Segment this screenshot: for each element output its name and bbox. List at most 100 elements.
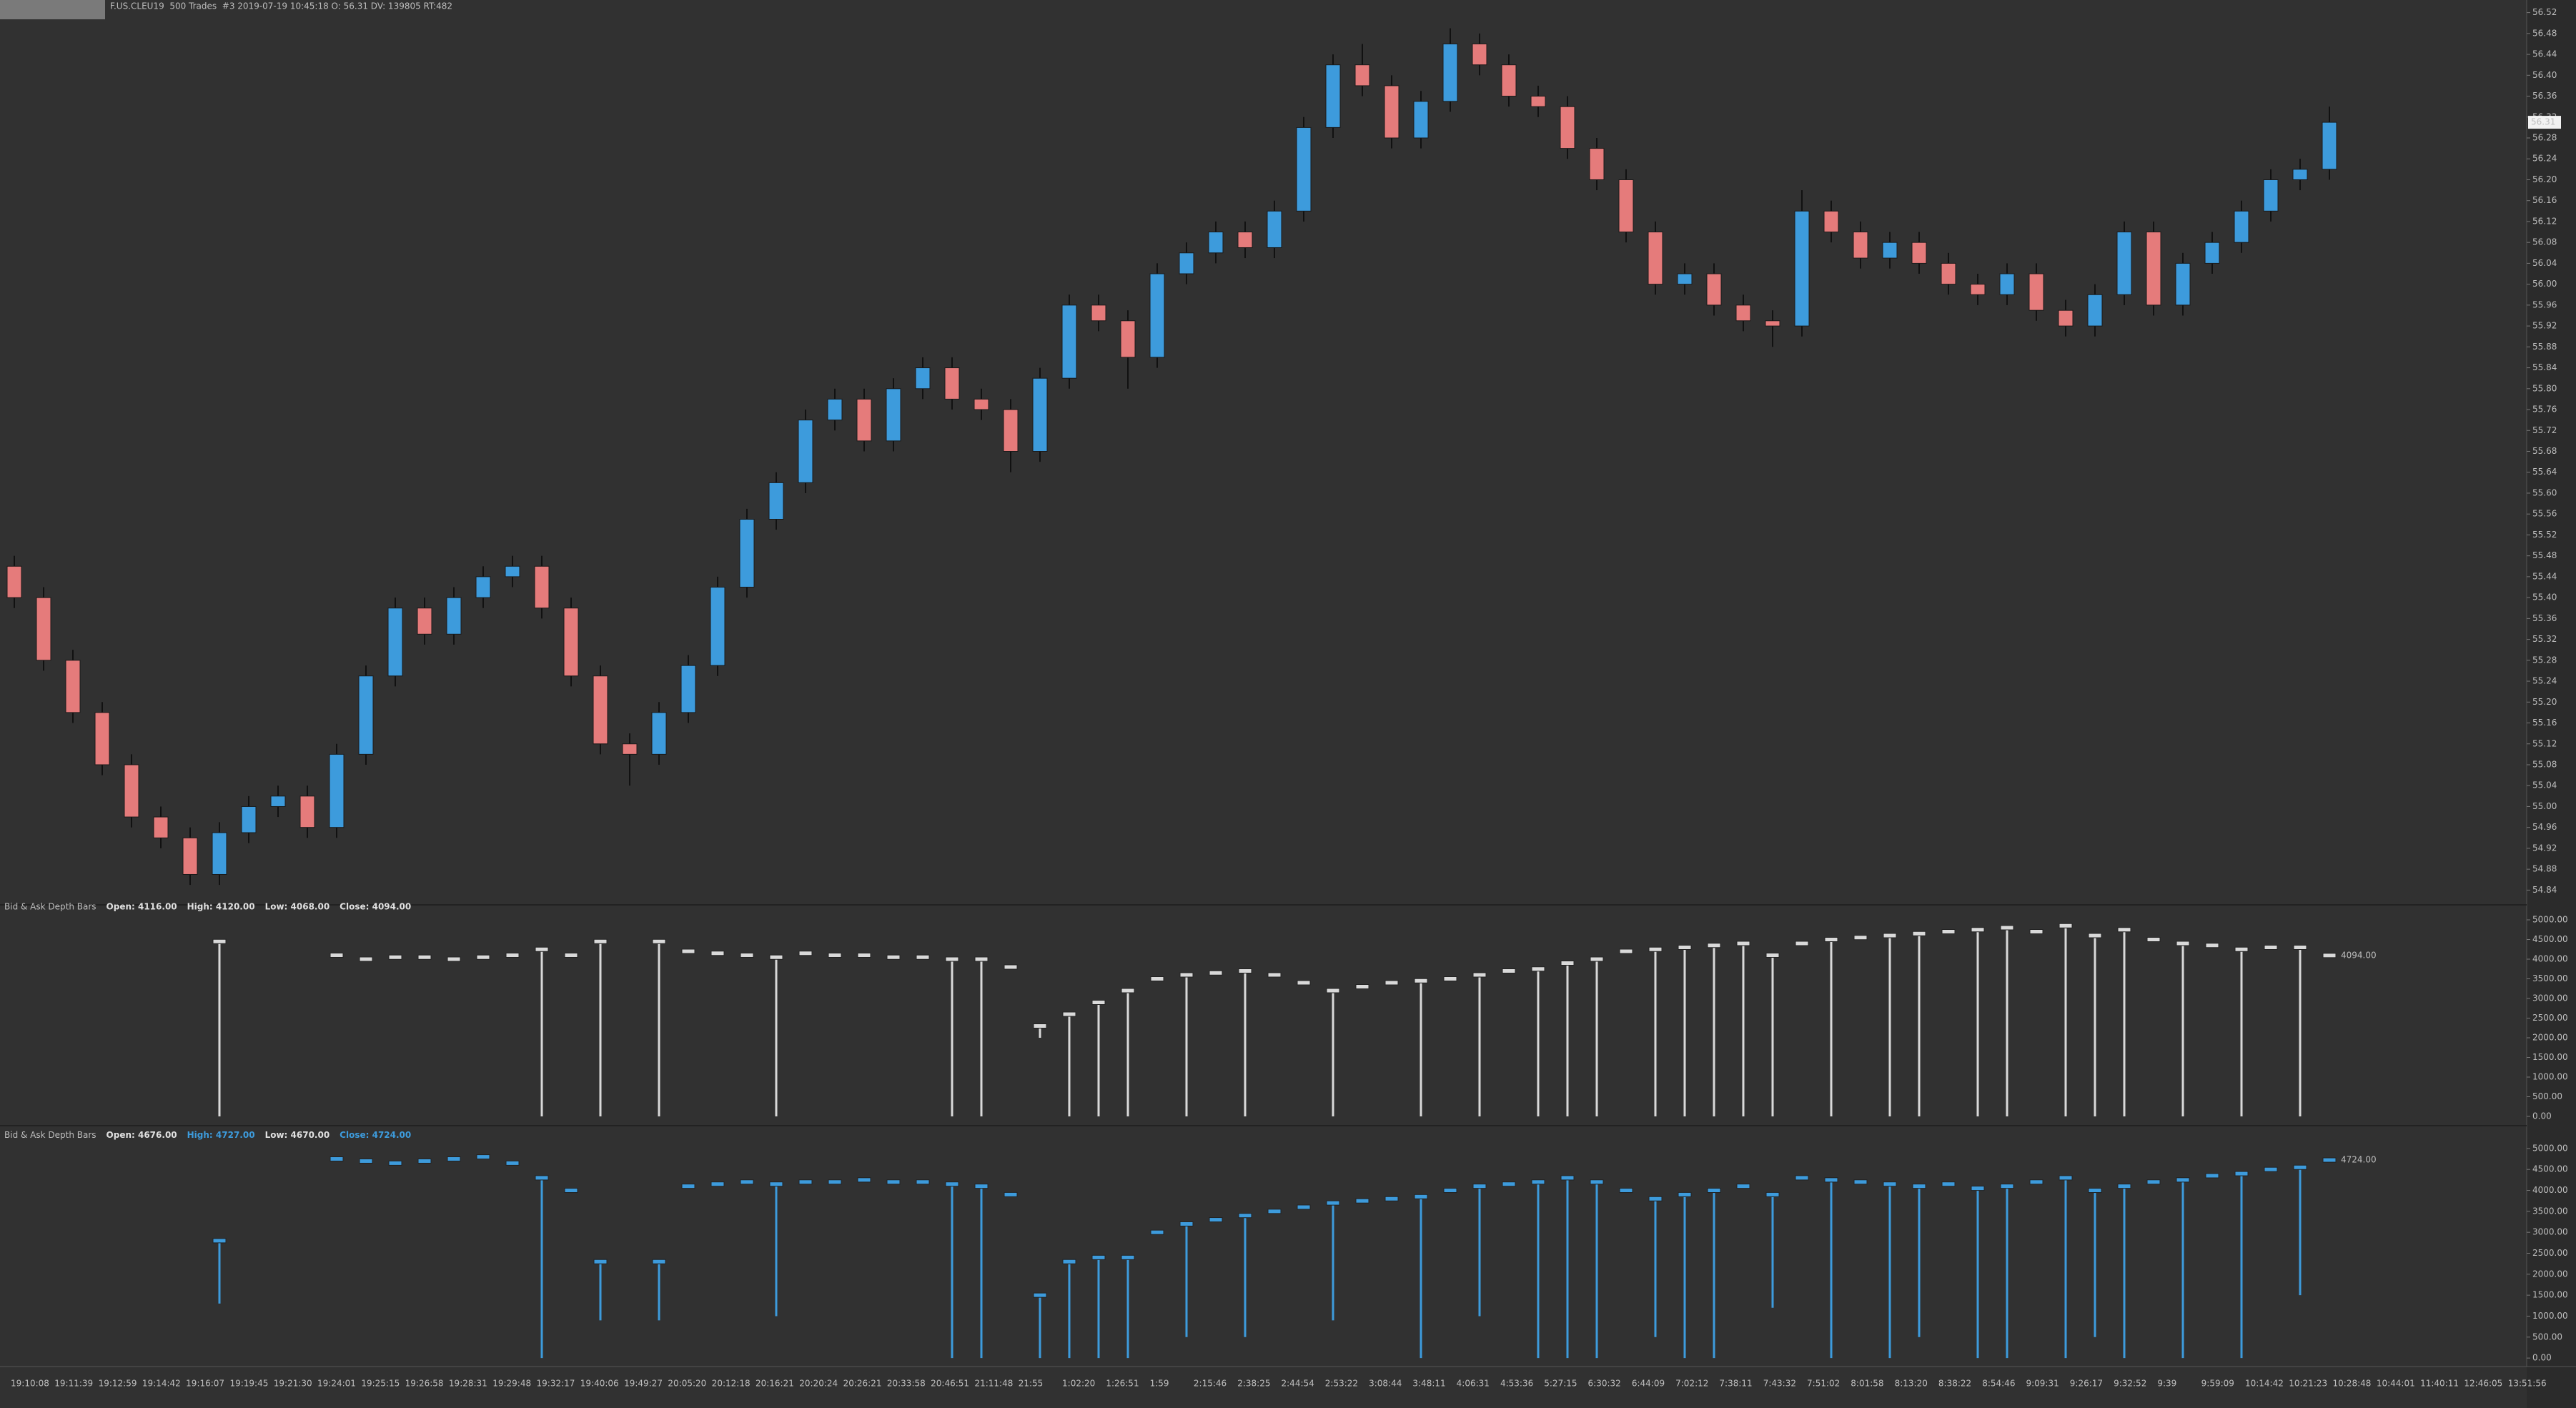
candle-body: [2322, 122, 2337, 170]
depth-tick: [1414, 1194, 1428, 1199]
depth-tick: [1648, 946, 1663, 952]
depth-tick: [2176, 1177, 2190, 1183]
y-tick-label: 500.00: [2532, 1332, 2562, 1342]
candle-body: [1179, 252, 1194, 274]
depth-tick: [798, 1179, 813, 1185]
x-tick-label: 19:26:58: [405, 1379, 444, 1389]
depth-tick: [1414, 978, 1428, 983]
x-tick-label: 19:29:48: [492, 1379, 531, 1389]
depth-tick: [1795, 941, 1809, 946]
x-tick-label: 19:40:06: [580, 1379, 619, 1389]
x-tick-label: 1:59: [1150, 1379, 1169, 1389]
x-tick-label: 9:09:31: [2026, 1379, 2059, 1389]
depth-tick: [2322, 953, 2337, 958]
depth-tick: [1678, 945, 1692, 950]
y-tick-label: 4000.00: [2532, 1185, 2568, 1195]
candle-body: [1589, 148, 1605, 180]
depth-tick: [1853, 935, 1868, 941]
x-tick-label: 8:13:20: [1895, 1379, 1928, 1389]
y-tick-label: 1000.00: [2532, 1072, 2568, 1082]
depth-tick: [886, 954, 901, 960]
candle-body: [1120, 320, 1136, 358]
depth-tick: [1941, 1181, 1956, 1187]
depth-tick: [1179, 972, 1194, 978]
last-price-box: [2528, 116, 2561, 129]
depth-tick: [1502, 968, 1516, 973]
depth-tick: [212, 1238, 227, 1244]
depth-tick: [1062, 1259, 1076, 1264]
panel-name: Bid & Ask Depth Bars: [4, 901, 96, 911]
candle-body: [2087, 294, 2103, 327]
depth-tick: [1853, 1179, 1868, 1185]
depth-tick: [1355, 984, 1369, 989]
depth-tick: [1472, 1184, 1487, 1189]
depth-tick: [2029, 1179, 2044, 1185]
depth-tick: [330, 953, 344, 958]
y-tick-label: 55.20: [2532, 697, 2557, 707]
depth-tick: [769, 1181, 783, 1187]
candle-body: [1677, 273, 1693, 285]
candle-body: [124, 764, 139, 818]
candle-body: [1501, 64, 1517, 97]
last-price-label: 56.31: [2531, 117, 2555, 127]
candle-body: [6, 565, 22, 598]
candle-body: [1941, 262, 1956, 285]
candle-body: [2028, 273, 2044, 311]
x-tick-label: 20:05:20: [668, 1379, 706, 1389]
depth-tick: [1824, 1177, 1838, 1183]
depth-tick: [681, 1184, 695, 1189]
depth-tick: [388, 954, 402, 960]
candle-body: [1032, 377, 1048, 452]
x-tick-label: 9:39: [2157, 1379, 2176, 1389]
x-tick-label: 13:51:56: [2508, 1379, 2547, 1389]
depth-tick: [1033, 1292, 1047, 1298]
y-tick-label: 3500.00: [2532, 1206, 2568, 1216]
y-tick-label: 55.36: [2532, 613, 2557, 623]
depth-tick: [593, 1259, 608, 1264]
y-tick-label: 3000.00: [2532, 1227, 2568, 1237]
ohlc-label: Low: 4068.00: [265, 901, 330, 911]
depth-tick: [652, 938, 666, 944]
depth-tick: [535, 946, 549, 952]
candle-body: [827, 398, 843, 421]
candle-body: [886, 388, 901, 442]
y-tick-label: 55.64: [2532, 467, 2557, 477]
depth-tick: [1531, 1179, 1545, 1185]
candle-body: [417, 608, 432, 635]
y-tick-label: 2500.00: [2532, 1013, 2568, 1023]
depth-tick: [564, 953, 578, 958]
candle-body: [739, 519, 755, 588]
depth-tick: [1355, 1198, 1369, 1204]
y-tick-label: 56.36: [2532, 91, 2557, 101]
panel-name: Bid & Ask Depth Bars: [4, 1130, 96, 1140]
depth-tick: [1384, 980, 1399, 986]
y-tick-label: 54.92: [2532, 843, 2557, 853]
candle-body: [1061, 304, 1077, 379]
candle-body: [944, 367, 960, 400]
depth-tick: [2176, 941, 2190, 946]
candle-body: [241, 805, 257, 833]
x-tick-label: 10:28:48: [2333, 1379, 2372, 1389]
candle-body: [1530, 96, 1546, 107]
y-tick-label: 55.88: [2532, 342, 2557, 352]
x-tick-label: 10:44:01: [2377, 1379, 2415, 1389]
depth-tick: [1472, 972, 1487, 978]
y-tick-label: 54.88: [2532, 864, 2557, 874]
x-tick-label: 4:53:36: [1500, 1379, 1533, 1389]
y-tick-label: 55.28: [2532, 655, 2557, 665]
depth-tick: [1912, 1184, 1926, 1189]
depth-tick: [1091, 1254, 1106, 1260]
depth-tick: [886, 1179, 901, 1185]
y-tick-label: 55.72: [2532, 425, 2557, 435]
x-tick-label: 19:21:30: [274, 1379, 312, 1389]
x-tick-label: 19:16:07: [186, 1379, 224, 1389]
depth-tick: [1121, 988, 1135, 993]
x-tick-label: 7:51:02: [1807, 1379, 1840, 1389]
x-tick-label: 2:44:54: [1282, 1379, 1314, 1389]
depth-tick: [1590, 956, 1604, 962]
x-tick-label: 19:10:08: [11, 1379, 49, 1389]
x-tick-label: 19:19:45: [229, 1379, 268, 1389]
x-tick-label: 21:11:48: [974, 1379, 1013, 1389]
ohlc-label: Low: 4670.00: [265, 1130, 330, 1140]
